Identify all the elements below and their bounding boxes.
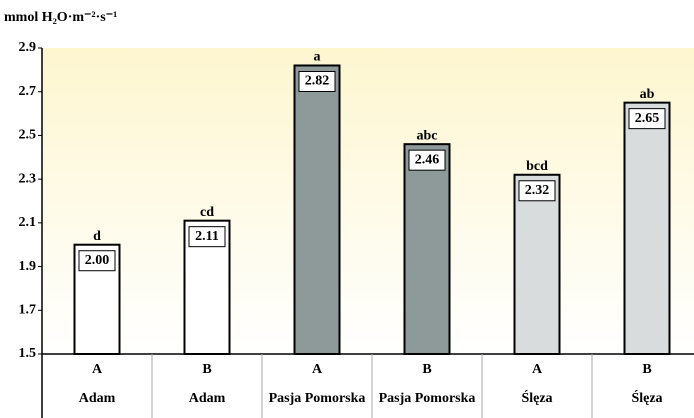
x-tick-label: A xyxy=(312,362,323,377)
significance-letter: bcd xyxy=(526,159,548,174)
group-label: Adam xyxy=(78,391,116,406)
y-tick-label: 1.7 xyxy=(19,303,37,318)
significance-letter: cd xyxy=(200,205,214,220)
y-tick-label: 1.5 xyxy=(19,346,37,361)
x-tick-label: A xyxy=(92,362,103,377)
y-tick-label: 2.9 xyxy=(19,40,37,55)
value-label-box xyxy=(628,108,666,130)
bar xyxy=(623,101,671,356)
y-tick-label: 2.7 xyxy=(19,84,37,99)
value-label: 2.11 xyxy=(195,229,219,244)
group-label: Ślęza xyxy=(521,391,553,406)
group-label: Ślęza xyxy=(631,391,663,406)
significance-letter: ab xyxy=(640,87,655,102)
value-label: 2.46 xyxy=(415,152,440,167)
significance-letter: a xyxy=(314,50,321,65)
value-label: 2.82 xyxy=(305,74,330,89)
group-label: Pasja Pomorska xyxy=(268,391,366,406)
bar xyxy=(293,64,341,355)
y-tick-label: 2.3 xyxy=(19,171,37,186)
bar xyxy=(513,173,561,355)
y-tick-label: 1.9 xyxy=(19,259,37,274)
significance-letter: abc xyxy=(417,128,438,143)
value-label-box xyxy=(518,180,556,202)
value-label-box xyxy=(188,226,226,248)
y-tick-label: 2.5 xyxy=(19,128,37,143)
x-tick-label: B xyxy=(642,362,651,377)
y-axis-label: mmol H₂O·m⁻²·s⁻¹ xyxy=(4,10,117,25)
value-label: 2.65 xyxy=(635,111,660,126)
x-tick-label: B xyxy=(202,362,211,377)
value-label: 2.32 xyxy=(525,183,550,198)
y-tick-label: 2.1 xyxy=(19,215,37,230)
value-label-box xyxy=(408,149,446,171)
value-label-box xyxy=(298,70,336,92)
x-tick-label: A xyxy=(532,362,543,377)
significance-letter: d xyxy=(93,229,101,244)
group-label: Adam xyxy=(188,391,226,406)
value-label: 2.00 xyxy=(85,253,110,268)
bar xyxy=(403,143,451,355)
group-label: Pasja Pomorska xyxy=(378,391,476,406)
x-tick-label: B xyxy=(422,362,431,377)
value-label-box xyxy=(78,250,116,272)
plot-background xyxy=(42,48,694,354)
